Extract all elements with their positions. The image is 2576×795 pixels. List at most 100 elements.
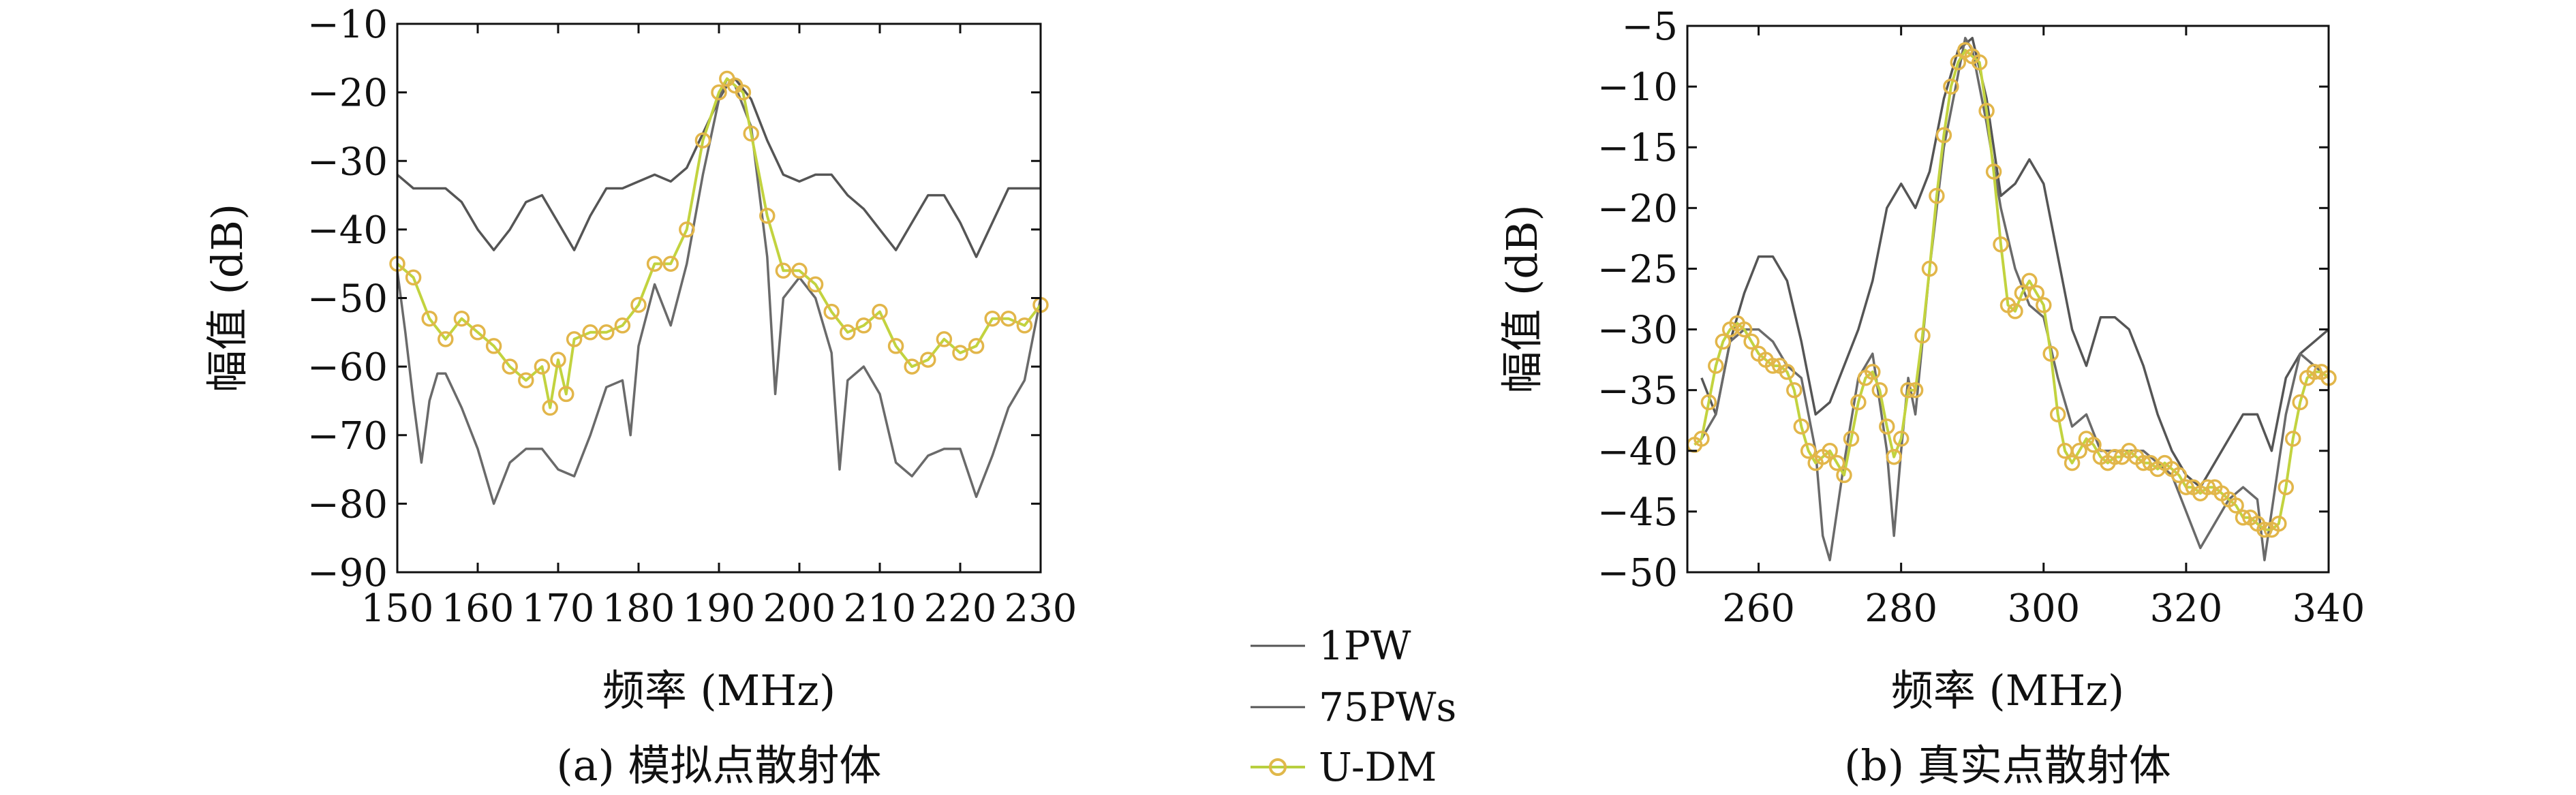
udm-point [1736, 321, 1753, 338]
y-tick-label: −40 [1597, 430, 1678, 474]
udm-point [1764, 358, 1781, 374]
legend-label-75pws: 75PWs [1319, 684, 1456, 730]
udm-point [2106, 448, 2123, 465]
axes-frame [1686, 25, 2330, 574]
series-line-75pws [1700, 37, 2330, 561]
x-tick-label: 280 [1865, 587, 1937, 631]
udm-point [968, 338, 985, 354]
udm-point [791, 262, 808, 279]
udm-point [1743, 333, 1760, 350]
udm-point [566, 331, 583, 347]
x-tick-label: 200 [763, 587, 836, 631]
udm-point [679, 221, 695, 238]
udm-point [1715, 333, 1732, 350]
udm-point [2235, 510, 2252, 526]
y-tick-label: −10 [307, 3, 388, 47]
udm-point [887, 338, 904, 354]
x-tick-label: 210 [844, 587, 917, 631]
y-tick-label: −60 [307, 345, 388, 390]
udm-point [807, 276, 824, 293]
udm-point [1907, 381, 1924, 399]
udm-point [1850, 394, 1867, 411]
y-tick-label: −70 [307, 414, 388, 458]
udm-point [2085, 437, 2102, 453]
udm-point [2042, 345, 2059, 362]
udm-point [1828, 454, 1845, 471]
panel-a: 150 160 170 180 190 200 210 220 230 −10 −20 −30 −40 −… [202, 3, 1077, 790]
udm-point [872, 303, 888, 320]
udm-point [2178, 479, 2194, 495]
udm-point [2007, 303, 2023, 319]
udm-point [550, 352, 566, 368]
udm-point [1693, 431, 1710, 447]
y-tick-label: −90 [307, 551, 388, 595]
udm-point [646, 255, 663, 272]
udm-point [1865, 364, 1881, 380]
udm-point [1708, 358, 1724, 374]
udm-point [438, 331, 454, 347]
x-tick-label: 340 [2293, 587, 2365, 631]
udm-point [558, 386, 574, 403]
y-tick-label: −45 [1597, 490, 1678, 535]
x-tick-label: 180 [602, 587, 675, 631]
udm-point [421, 310, 438, 327]
udm-point [534, 358, 551, 375]
udm-point [2049, 406, 2066, 423]
x-tick-label: 260 [1722, 587, 1795, 631]
udm-point [855, 317, 872, 334]
udm-point [2199, 479, 2216, 495]
x-tick-label: 160 [442, 587, 515, 631]
udm-point [1929, 187, 1945, 204]
udm-point [2036, 297, 2052, 313]
y-tick-label: −25 [1597, 247, 1678, 292]
y-tick-label: −30 [307, 140, 388, 184]
legend-marker-udm [1269, 758, 1287, 776]
panel-caption: (b) 真实点散射体 [1844, 741, 2171, 790]
udm-point [2228, 497, 2244, 514]
udm-point [1914, 327, 1931, 344]
udm-point [1993, 236, 2009, 253]
udm-point [743, 125, 759, 142]
udm-point [470, 324, 486, 341]
udm-point [2278, 479, 2295, 495]
x-tick-label: 170 [522, 587, 595, 631]
udm-point [1900, 381, 1916, 399]
udm-point [2071, 443, 2087, 459]
udm-point [735, 84, 752, 101]
udm-point [711, 84, 727, 101]
y-axis-label: 幅值 (dB) [1497, 204, 1547, 393]
udm-point [1950, 54, 1967, 71]
udm-point [840, 324, 856, 341]
udm-point [1700, 394, 1717, 411]
udm-point [1879, 418, 1895, 435]
udm-point [2292, 394, 2308, 411]
udm-point [1978, 103, 1995, 119]
udm-point [984, 310, 1000, 327]
udm-point [2271, 515, 2287, 532]
udm-point [630, 296, 647, 313]
y-tick-label: −50 [307, 277, 388, 322]
udm-point [1971, 54, 1988, 71]
udm-point [823, 303, 840, 320]
udm-point [1921, 260, 1938, 277]
udm-point [1935, 127, 1952, 144]
udm-point [582, 324, 598, 341]
udm-point [1943, 78, 1959, 95]
udm-point [1800, 443, 1817, 459]
udm-point [1779, 364, 1796, 380]
udm-point [453, 310, 470, 327]
x-tick-label: 320 [2149, 587, 2222, 631]
y-tick-label: −20 [1597, 187, 1678, 231]
udm-point [2021, 272, 2038, 290]
udm-point [662, 255, 679, 272]
y-tick-label: −30 [1597, 309, 1678, 353]
x-tick-label: 300 [2007, 587, 2080, 631]
series-line-1pw [1700, 37, 2330, 488]
udm-point [775, 262, 792, 279]
x-axis-label: 频率 (MHz) [602, 666, 835, 715]
udm-point [614, 317, 631, 334]
udm-point [1836, 467, 1852, 484]
x-axis-label: 频率 (MHz) [1891, 666, 2124, 715]
y-tick-label: −20 [307, 72, 388, 116]
udm-point [518, 372, 534, 389]
